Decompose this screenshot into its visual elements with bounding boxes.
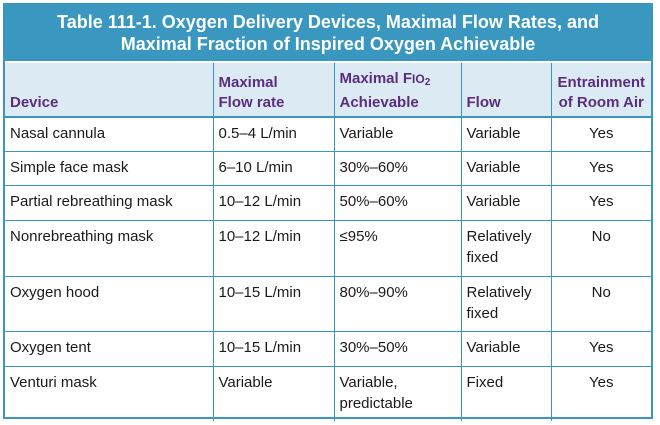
cell-entrainment: Yes [589, 373, 614, 391]
cell-fio2: 50%–60% [334, 185, 462, 221]
cell-device: Venturi mask [5, 366, 214, 421]
header-row: Device Maximal Flow rate Maximal FIO2 Ac… [5, 63, 651, 118]
oxygen-devices-table: Device Maximal Flow rate Maximal FIO2 Ac… [5, 63, 651, 421]
cell-fio2: 30%–60% [334, 151, 462, 186]
table-title: Table 111-1. Oxygen Delivery Devices, Ma… [5, 5, 651, 63]
table-row: Oxygen hood 10–15 L/min 80%–90% Relative… [5, 276, 651, 332]
cell-entrainment: Yes [551, 331, 651, 367]
cell-fio2: Variable, predictable [334, 366, 462, 421]
header-device: Device [5, 63, 214, 118]
cell-device: Partial rebreathing mask [5, 185, 214, 221]
cell-flow: Variable [461, 185, 552, 221]
title-line-2: Maximal Fraction of Inspired Oxygen Achi… [120, 34, 536, 54]
table-row: Nasal cannula 0.5–4 L/min Variable Varia… [5, 117, 651, 152]
title-line-1: Table 111-1. Oxygen Delivery Devices, Ma… [57, 12, 599, 32]
table-row: Nonrebreathing mask 10–12 L/min ≤95% Rel… [5, 220, 651, 277]
cell-flow-rate: 0.5–4 L/min [213, 117, 335, 152]
cell-entrainment: No [551, 220, 651, 277]
cell-entrainment: Yes [551, 151, 651, 186]
header-entrainment: Entrainment of Room Air [551, 63, 651, 118]
cell-device: Nasal cannula [5, 117, 214, 152]
cell-flow: Variable [461, 151, 552, 186]
table-row: Simple face mask 6–10 L/min 30%–60% Vari… [5, 151, 651, 186]
cell-flow-rate: 10–15 L/min [213, 276, 335, 332]
cell-device: Nonrebreathing mask [5, 220, 214, 277]
header-fio2: Maximal FIO2 Achievable [334, 63, 462, 118]
cell-entrainment: Yes [551, 117, 651, 152]
cell-device: Oxygen hood [5, 276, 214, 332]
cell-flow-rate: 10–12 L/min [213, 220, 335, 277]
cell-device: Oxygen tent [5, 331, 214, 367]
cell-flow: Fixed [461, 366, 552, 421]
cell-device: Simple face mask [5, 151, 214, 186]
cell-entrainment: No [551, 276, 651, 332]
header-flow: Flow [461, 63, 552, 118]
cell-fio2: 80%–90% [334, 276, 462, 332]
cell-fio2: ≤95% [334, 220, 462, 277]
cell-flow-rate: 10–15 L/min [213, 331, 335, 367]
cell-fio2: 30%–50% [334, 331, 462, 367]
cell-flow: Variable [461, 331, 552, 367]
cell-entrainment: Yes [551, 185, 651, 221]
table-row: Venturi mask Variable Variable, predicta… [5, 366, 651, 421]
cell-flow: Relatively fixed [461, 276, 552, 332]
table-row: Oxygen tent 10–15 L/min 30%–50% Variable… [5, 331, 651, 367]
cell-flow: Relatively fixed [461, 220, 552, 277]
table-frame: Table 111-1. Oxygen Delivery Devices, Ma… [3, 3, 653, 421]
cell-flow-rate: 6–10 L/min [213, 151, 335, 186]
cell-fio2: Variable [334, 117, 462, 152]
header-flow-rate: Maximal Flow rate [213, 63, 335, 118]
cell-flow-rate: Variable [213, 366, 335, 421]
table-row: Partial rebreathing mask 10–12 L/min 50%… [5, 185, 651, 221]
cell-flow-rate: 10–12 L/min [213, 185, 335, 221]
cell-flow: Variable [461, 117, 552, 152]
